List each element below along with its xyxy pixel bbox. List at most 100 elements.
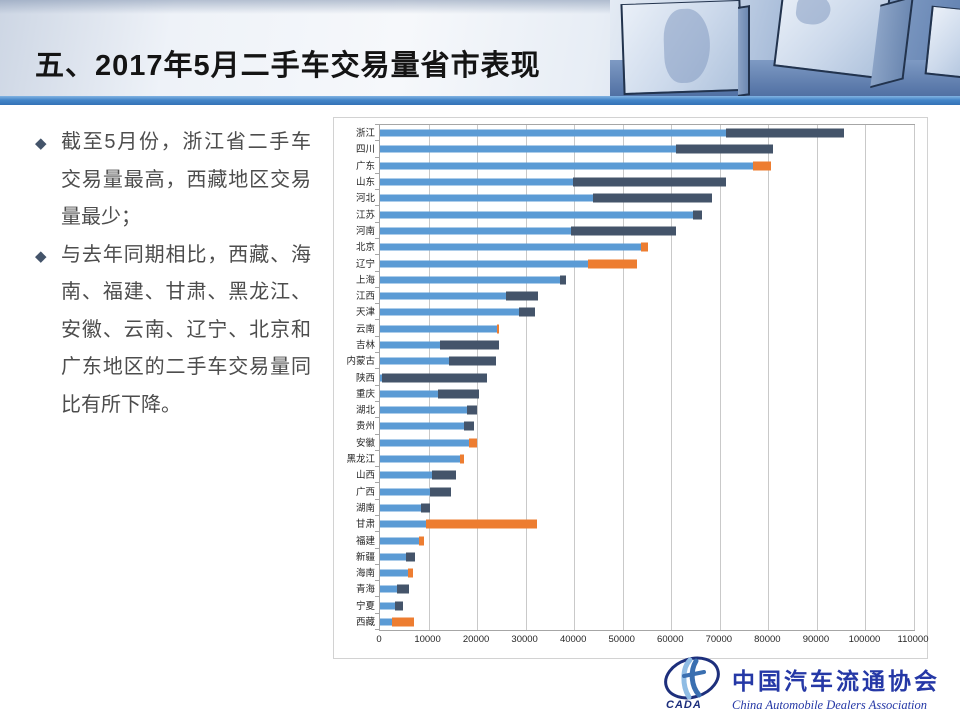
category-label: 新疆 [355,551,375,563]
category-labels: 浙江 四川 广东 山东 河北 江苏 河南 北京 辽宁 上海 江西 天津 云南 吉林 内蒙古 陕西 重庆 湖北 贵州安… [334,124,375,629]
cada-logo: CADA [660,656,724,716]
bullet-item: ◆ 截至5月份，浙江省二手车交易量最高，西藏地区交易量最少； [35,124,322,237]
org-name-english: China Automobile Dealers Association [732,698,928,712]
y-axis-tick [375,433,379,435]
chart-row [380,598,914,614]
chart-row [380,174,914,190]
bar-base-segment [380,455,461,463]
bullet-text: 截至5月份，浙江省二手车交易量最高，西藏地区交易量最少； [61,131,311,228]
footer-logo-block: CADA 中国汽车流通协会 China Automobile Dealers A… [660,656,955,716]
chart-row [380,532,914,548]
chart-row [380,516,914,532]
x-axis-tick-label: 40000 [559,634,587,645]
bar-increase-segment [592,193,713,203]
bar-increase-segment [506,291,539,301]
bar-base-segment [380,439,469,447]
chart-row [380,614,914,630]
bar-decrease-segment [419,536,425,546]
category-label: 黑龙江 [346,454,375,466]
plot-area [379,124,915,631]
category-label: 甘肃 [355,519,375,531]
gridline [865,125,867,630]
chart-row [380,321,914,337]
category-label: 青海 [355,584,375,596]
y-axis-tick [375,303,379,305]
chart-row [380,386,914,402]
header-accent-band [0,96,960,105]
bar-decrease-segment [392,617,414,627]
bar-base-segment [380,520,426,528]
bar-increase-segment [394,601,404,611]
chart-row [380,272,914,288]
bar-increase-segment [726,128,844,138]
y-axis-tick [375,270,379,272]
y-tick-layer [375,124,379,630]
y-axis-tick [375,498,379,500]
category-label: 广西 [355,486,375,498]
chart-row [380,190,914,206]
gridline [525,125,527,630]
category-label: 贵州 [355,421,375,433]
chart-row [380,467,914,483]
bar-decrease-segment [460,454,465,464]
bar-decrease-segment [408,568,414,578]
y-axis-tick [375,335,379,337]
chart-row [380,402,914,418]
chart-row [380,565,914,581]
bar-increase-segment [431,470,457,480]
bar-increase-segment [396,584,410,594]
bar-base-segment [380,488,430,496]
gridline [768,125,770,630]
category-label: 四川 [355,144,375,156]
category-label: 天津 [355,307,375,319]
category-label: 陕西 [355,372,375,384]
category-label: 河南 [355,225,375,237]
chart-row [380,141,914,157]
chart-row [380,353,914,369]
bar-base-segment [380,276,561,284]
y-axis-tick [375,580,379,582]
chart-row [380,223,914,239]
gridline [622,125,624,630]
y-axis-tick [375,172,379,174]
org-name-chinese: 中国汽车流通协会 [732,669,940,694]
y-axis-tick [375,352,379,354]
bar-base-segment [380,227,571,235]
y-axis-tick [375,563,379,565]
bars-layer [380,125,914,630]
gridline [671,125,673,630]
gridline [914,125,915,630]
bar-base-segment [380,537,420,545]
logo-acronym: CADA [666,699,702,711]
bar-increase-segment [572,177,727,187]
category-label: 内蒙古 [346,356,375,368]
y-axis-tick [375,189,379,191]
bar-increase-segment [570,226,677,236]
x-axis-labels: 0 10000 20000 30000 40000 50000 60000 70000 8000… [376,634,928,650]
category-label: 广东 [355,160,375,172]
category-label: 西藏 [355,617,375,629]
bar-base-segment [380,325,498,333]
chart-row [380,255,914,271]
gridline [816,125,818,630]
x-axis-tick-label: 100000 [848,634,881,645]
category-label: 北京 [355,242,375,254]
y-axis-tick [375,286,379,288]
bar-base-segment [380,178,573,186]
y-axis-tick [375,449,379,451]
y-axis-tick [375,514,379,516]
bar-increase-segment [429,487,451,497]
category-label: 吉林 [355,340,375,351]
category-label: 浙江 [355,128,375,140]
y-axis-tick [375,319,379,321]
y-axis-tick [375,466,379,468]
bar-base-segment [380,292,507,300]
x-axis-tick-label: 80000 [754,634,781,645]
bar-increase-segment [463,421,474,431]
category-label: 湖南 [355,502,375,514]
bar-base-segment [380,260,588,268]
category-label: 上海 [355,274,375,286]
bar-decrease-segment [425,519,537,529]
x-axis-tick-label: 50000 [608,634,635,645]
